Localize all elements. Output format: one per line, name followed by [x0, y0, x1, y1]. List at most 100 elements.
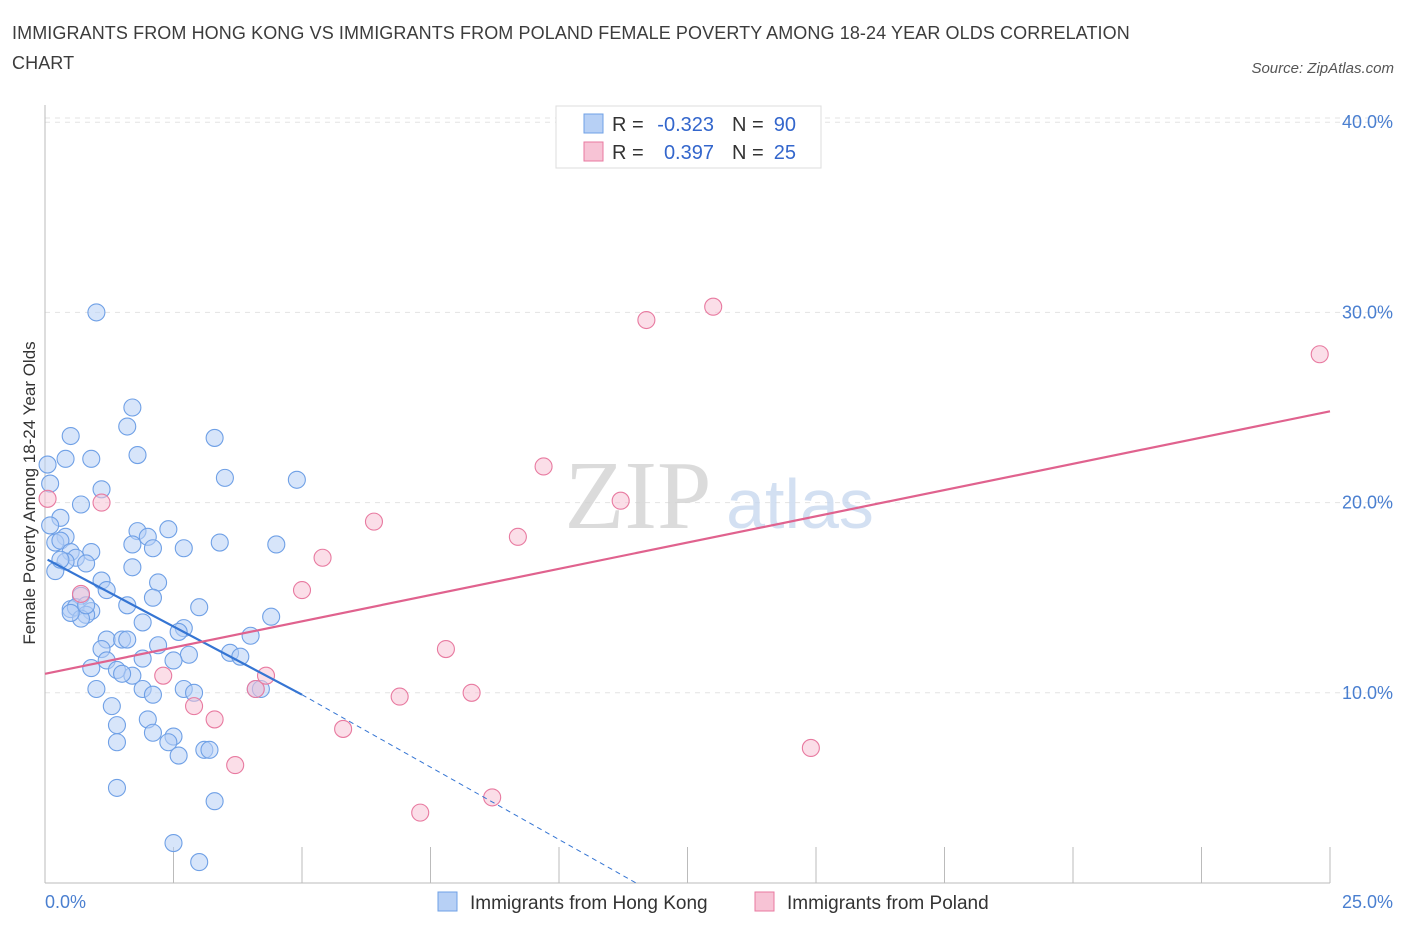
hong-kong-point-78	[200, 740, 219, 759]
legend-n-label-1: N =	[732, 114, 764, 136]
hong-kong-point-2	[118, 417, 137, 436]
hong-kong-point-4	[205, 428, 224, 447]
poland-point-6	[226, 756, 245, 775]
source-label: Source: ZipAtlas.com	[1251, 60, 1394, 77]
poland-point-21	[637, 310, 656, 330]
bottom-legend-label-hong-kong: Immigrants from Hong Kong	[470, 893, 708, 914]
hong-kong-trend-line	[47, 558, 303, 696]
legend-n-value-1: 90	[774, 114, 796, 136]
poland-point-11	[334, 719, 353, 738]
legend-n-value-2: 25	[774, 142, 796, 164]
series-hong-kong-points	[38, 303, 306, 872]
hong-kong-point-46	[262, 607, 281, 626]
poland-point-14	[411, 803, 430, 822]
legend-r-value-1: -0.323	[657, 114, 714, 136]
hong-kong-point-83	[190, 853, 209, 872]
hong-kong-point-79	[169, 746, 188, 765]
trend-lines	[44, 410, 1331, 884]
poland-point-19	[534, 457, 553, 476]
poland-point-24	[1310, 345, 1329, 364]
hong-kong-point-70	[102, 697, 121, 716]
watermark: ZIP atlas	[565, 442, 874, 550]
hong-kong-point-63	[87, 679, 106, 699]
hong-kong-point-75	[159, 733, 178, 752]
poland-point-9	[292, 581, 312, 600]
bottom-legend-swatch-hong-kong	[437, 891, 458, 912]
hong-kong-point-65	[143, 685, 162, 704]
hong-kong-point-9	[215, 468, 234, 487]
poland-point-0	[38, 489, 57, 508]
poland-point-23	[801, 738, 820, 758]
poland-point-10	[313, 548, 332, 567]
x-tick-labels: 0.0% 25.0%	[45, 892, 1393, 912]
hong-kong-point-35	[149, 573, 168, 592]
hong-kong-point-20	[51, 531, 70, 550]
hong-kong-point-0	[87, 303, 106, 322]
hong-kong-point-23	[210, 533, 229, 552]
hong-kong-point-8	[38, 455, 57, 474]
bottom-legend-label-poland: Immigrants from Poland	[787, 893, 989, 914]
hong-kong-point-38	[143, 588, 162, 607]
hong-kong-point-15	[41, 516, 60, 535]
hong-kong-point-44	[190, 598, 209, 617]
hong-kong-point-5	[56, 449, 75, 468]
poland-point-3	[154, 666, 173, 685]
hong-kong-point-87	[113, 664, 132, 683]
poland-point-17	[483, 788, 502, 807]
legend-r-label-2: R =	[612, 142, 644, 164]
y-tick-label-40: 40.0%	[1342, 112, 1393, 132]
poland-point-18	[508, 527, 527, 546]
y-tick-label-20: 20.0%	[1342, 493, 1393, 513]
poland-point-13	[390, 687, 409, 706]
x-tick-label-min: 0.0%	[45, 892, 86, 912]
poland-point-15	[436, 640, 455, 659]
hong-kong-point-28	[174, 539, 193, 558]
chart-title: IMMIGRANTS FROM HONG KONG VS IMMIGRANTS …	[12, 23, 1130, 73]
poland-point-20	[611, 491, 630, 510]
hong-kong-point-80	[205, 792, 224, 811]
hong-kong-point-13	[71, 495, 91, 514]
poland-point-5	[205, 710, 224, 729]
hong-kong-point-81	[107, 778, 127, 797]
hong-kong-point-47	[133, 613, 152, 632]
hong-kong-point-72	[107, 716, 127, 735]
bottom-legend-swatch-poland	[754, 891, 775, 912]
x-tick-label-max: 25.0%	[1342, 892, 1393, 912]
hong-kong-point-1	[61, 426, 80, 446]
poland-point-7	[246, 679, 265, 699]
hong-kong-point-10	[287, 470, 306, 489]
hong-kong-point-52	[118, 630, 137, 649]
hong-kong-point-33	[123, 558, 142, 577]
legend-n-label-2: N =	[732, 142, 764, 164]
y-axis-label: Female Poverty Among 18-24 Year Olds	[20, 341, 39, 644]
series-poland-points	[38, 297, 1329, 822]
poland-point-16	[462, 683, 481, 702]
hong-kong-point-6	[82, 449, 101, 468]
hong-kong-point-18	[159, 520, 178, 539]
hong-kong-point-27	[143, 539, 162, 558]
legend-swatch-hong-kong	[583, 113, 604, 134]
hong-kong-point-82	[164, 834, 183, 853]
hong-kong-point-73	[143, 723, 162, 742]
poland-point-12	[364, 512, 384, 531]
hong-kong-point-24	[267, 535, 286, 554]
series-legend: Immigrants from Hong Kong Immigrants fro…	[437, 891, 989, 914]
legend-r-value-2: 0.397	[664, 142, 714, 164]
y-tick-label-30: 30.0%	[1342, 302, 1393, 322]
hong-kong-point-31	[77, 554, 96, 573]
hong-kong-trend-extension	[301, 694, 637, 884]
poland-point-1	[92, 493, 111, 512]
hong-kong-point-76	[107, 733, 127, 752]
hong-kong-point-3	[123, 398, 142, 417]
legend-r-label-1: R =	[612, 114, 644, 136]
poland-trend-line	[44, 410, 1331, 675]
poland-point-4	[185, 697, 204, 716]
hong-kong-point-61	[164, 651, 183, 670]
x-tick-marks	[173, 847, 1331, 883]
hong-kong-point-11	[41, 474, 60, 493]
y-tick-labels: 10.0% 20.0% 30.0% 40.0%	[1342, 112, 1393, 703]
poland-point-2	[71, 584, 91, 603]
hong-kong-point-21	[123, 535, 142, 554]
y-tick-label-10: 10.0%	[1342, 683, 1393, 703]
